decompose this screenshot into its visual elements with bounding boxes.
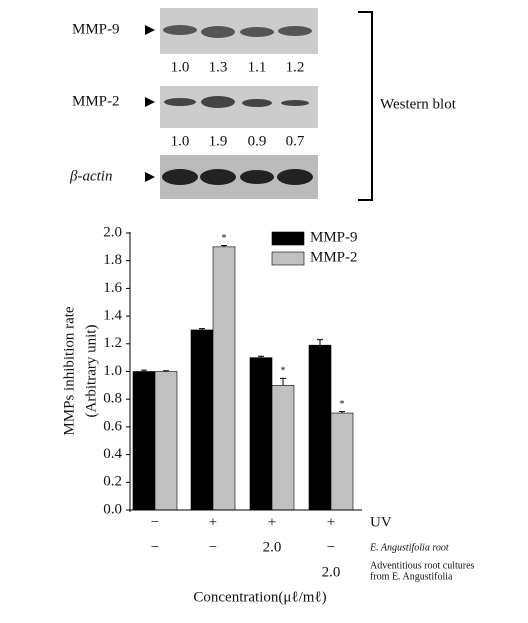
error-bar [339,411,345,414]
blot-panel [160,86,318,128]
bar [132,371,156,511]
bar [249,357,273,511]
y-tick-label: 0.6 [103,418,122,434]
legend-label: MMP-9 [310,229,358,245]
treatment-value: 2.0 [322,564,341,580]
treatment-value: + [209,514,217,530]
treatment-value: − [151,514,159,530]
treatment-label: UV [370,514,392,530]
blot-ratio: 1.1 [248,59,267,75]
blot-ratio: 0.7 [286,133,305,149]
y-tick-label: 1.2 [103,335,122,351]
y-tick-label: 2.0 [103,224,122,240]
blot-label: Western blot [380,96,457,112]
treatment-value: + [327,514,335,530]
bands [164,96,309,108]
blot-ratio: 1.2 [286,59,305,75]
blot-ratio: 1.0 [171,133,190,149]
arrows [145,25,155,182]
blot-ratio: 1.9 [209,133,228,149]
error-bar [221,244,227,247]
y-tick-label: 0.8 [103,391,122,407]
significance-mark: * [340,399,345,410]
error-bar [258,355,264,358]
x-label: Concentration(μℓ/mℓ) [193,589,326,605]
blot-ratio: 1.3 [209,59,228,75]
bands [162,169,313,185]
blot-row-label: MMP-9 [72,21,120,37]
treatment-label: E. Angustifolia root [369,542,449,553]
bar [190,329,214,511]
blot-row-label: MMP-2 [72,93,120,109]
y-tick-label: 1.6 [103,280,122,296]
bar [308,344,332,511]
bands [163,25,312,38]
y-tick-label: 1.8 [103,252,122,268]
treatment-label: Adventitious root cultures [370,560,475,571]
y-tick-label: 0.0 [103,501,122,517]
y-label: (Arbitrary unit) [83,325,99,418]
bar [212,246,236,511]
y-tick-label: 1.4 [103,308,122,324]
legend-label: MMP-2 [310,249,358,265]
treatment-value: − [151,539,159,555]
blot-ratio: 1.0 [171,59,190,75]
treatment-value: + [268,514,276,530]
bar [271,385,295,511]
treatment-value: 2.0 [263,539,282,555]
bracket [358,11,373,201]
blot-ratio: 0.9 [248,133,267,149]
bar [154,371,178,511]
treatment-value: − [209,539,217,555]
y-label: MMPs inhibition rate [61,306,77,436]
y-tick-label: 0.2 [103,474,122,490]
legend-swatch [271,231,305,246]
bar [330,412,354,511]
legend-swatch [271,251,305,266]
significance-mark: * [281,366,286,377]
error-bar [317,339,323,346]
error-bar [163,370,169,372]
y-tick-label: 0.4 [103,446,122,462]
blot-row-label: β-actin [69,168,112,184]
error-bar [199,328,205,330]
error-bar [280,377,286,386]
y-tick-label: 1.0 [103,363,122,379]
treatment-value: − [327,539,335,555]
significance-mark: * [222,233,227,244]
error-bar [141,369,147,372]
treatment-label: from E. Angustifolia [370,571,453,582]
